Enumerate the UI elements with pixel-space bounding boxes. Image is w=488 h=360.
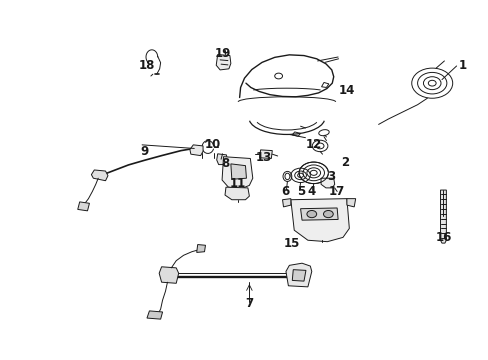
Text: 13: 13 [255,151,271,164]
Polygon shape [321,178,334,188]
Polygon shape [290,199,348,242]
Circle shape [323,211,332,218]
Polygon shape [259,150,272,158]
Text: 18: 18 [139,59,155,72]
Text: 14: 14 [338,84,354,97]
Text: 2: 2 [340,156,348,169]
Text: 19: 19 [214,47,230,60]
Text: 10: 10 [204,138,220,150]
Text: 6: 6 [281,185,289,198]
Polygon shape [91,170,108,181]
Text: 17: 17 [328,185,345,198]
Polygon shape [285,263,311,287]
Polygon shape [78,202,89,211]
Text: 16: 16 [435,231,451,244]
Text: 7: 7 [245,297,253,310]
Text: 3: 3 [327,170,335,183]
Text: 8: 8 [221,157,229,170]
Text: 9: 9 [141,145,148,158]
Polygon shape [196,244,205,252]
Polygon shape [224,187,249,200]
Polygon shape [346,199,355,207]
Polygon shape [230,164,246,179]
Text: 4: 4 [307,185,316,198]
Polygon shape [189,145,203,156]
Text: 11: 11 [229,177,245,190]
Text: 5: 5 [296,185,305,198]
Polygon shape [440,190,446,243]
Polygon shape [282,199,290,207]
Polygon shape [216,154,227,165]
Text: 15: 15 [284,237,300,250]
Polygon shape [292,270,305,281]
Polygon shape [147,311,162,319]
Polygon shape [216,54,230,70]
Circle shape [306,211,316,218]
Polygon shape [222,157,252,189]
Polygon shape [159,267,178,283]
Text: 1: 1 [458,59,466,72]
Text: 12: 12 [305,138,321,150]
Polygon shape [300,208,337,220]
